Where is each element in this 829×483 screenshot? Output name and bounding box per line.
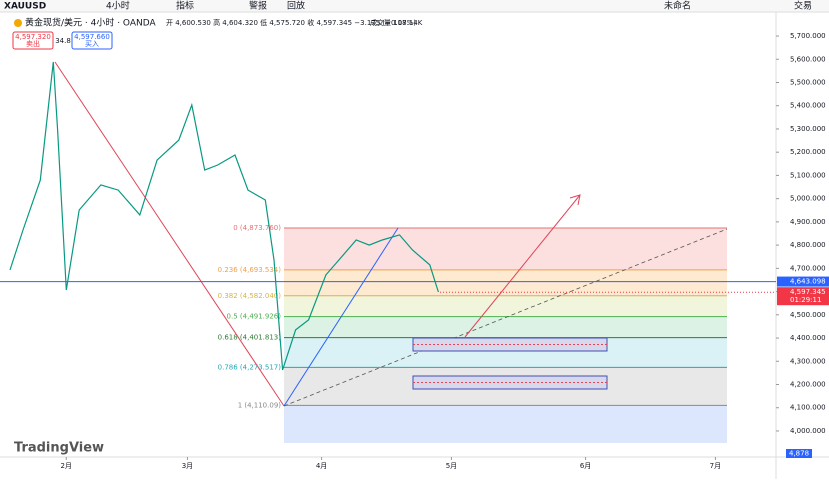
replay[interactable]: 回放	[287, 0, 305, 12]
interval[interactable]: 4小时	[106, 0, 130, 12]
fib-label: 1 (4,110.09)	[238, 401, 282, 409]
y-tick-label: 4,100.000	[790, 404, 826, 412]
symbol[interactable]: XAUUSD	[4, 2, 46, 12]
symbol-icon	[14, 19, 22, 27]
y-tick-label: 4,700.000	[790, 264, 826, 272]
legend-ohlc: 开 4,600.530 高 4,604.320 低 4,575.720 收 4,…	[166, 18, 416, 27]
layout-name[interactable]: 未命名	[664, 0, 691, 12]
y-tick-label: 5,200.000	[790, 148, 826, 156]
sell-label: 卖出	[26, 39, 40, 48]
toolbar	[0, 0, 829, 12]
spread: 34.8	[55, 37, 71, 45]
fib-band	[284, 227, 727, 270]
price-line	[9, 61, 439, 371]
fib-label: 0.618 (4,401.813)	[218, 334, 282, 342]
trade[interactable]: 交易	[794, 0, 812, 12]
y-tick-label: 5,000.000	[790, 195, 826, 203]
fib-band	[284, 316, 727, 338]
x-tick-label: 6月	[580, 462, 591, 470]
buy-price: 4,597.660	[74, 33, 110, 41]
fib-band	[284, 295, 727, 317]
watermark: TradingView	[14, 441, 104, 456]
trend-line	[54, 61, 285, 407]
sell-price: 4,597.320	[15, 33, 51, 41]
volume-badge	[786, 449, 812, 458]
y-tick-label: 5,600.000	[790, 55, 826, 63]
y-tick-label: 5,300.000	[790, 125, 826, 133]
hline-label: 4,643.098	[790, 278, 826, 286]
fib-label: 0 (4,873.760)	[233, 224, 281, 232]
y-tick-label: 4,900.000	[790, 218, 826, 226]
trend-line	[283, 227, 399, 407]
alerts[interactable]: 警报	[249, 0, 267, 12]
buy-label: 买入	[85, 40, 99, 48]
y-tick-label: 4,800.000	[790, 241, 826, 249]
buy-button[interactable]	[71, 31, 113, 50]
plot: 0 (4,873.760) 0.236 (4,693.534) 0.382 (4,5…	[9, 61, 728, 443]
sell-button[interactable]	[12, 31, 54, 50]
legend-volume: 成交量 118.14K	[370, 18, 423, 27]
fib-label: 0.236 (4,693.534)	[218, 266, 282, 274]
fib-band	[284, 269, 727, 296]
last-price-badge	[777, 287, 829, 306]
y-tick-label: 4,000.000	[790, 427, 826, 435]
x-tick-label: 7月	[710, 462, 721, 470]
y-tick-label: 5,100.000	[790, 171, 826, 179]
volume-label: 4,878	[789, 450, 809, 458]
hline-badge	[777, 276, 829, 287]
countdown: 01:29:11	[790, 296, 821, 304]
x-tick-label: 3月	[182, 462, 193, 470]
arrow	[464, 194, 581, 338]
trend-line	[283, 228, 728, 407]
fib-label: 0.382 (4,582.040)	[218, 292, 282, 300]
arrow-head	[569, 194, 581, 206]
y-tick-label: 5,700.000	[790, 32, 826, 40]
x-tick-label: 5月	[446, 462, 457, 470]
y-tick-label: 5,400.000	[790, 102, 826, 110]
x-tick-label: 2月	[61, 462, 72, 470]
y-tick-label: 4,200.000	[790, 381, 826, 389]
fib-label: 0.786 (4,273.517)	[218, 363, 282, 371]
y-tick-label: 4,300.000	[790, 357, 826, 365]
fib-band	[284, 405, 727, 443]
fib-label: 0.5 (4,491.926)	[227, 313, 282, 321]
y-tick-label: 4,400.000	[790, 334, 826, 342]
legend-title: 黄金现货/美元 · 4小时 · OANDA	[25, 17, 157, 29]
x-tick-label: 4月	[316, 462, 327, 470]
y-tick-label: 5,500.000	[790, 78, 826, 86]
last-price-label: 4,597.345	[790, 288, 826, 296]
y-tick-label: 4,500.000	[790, 311, 826, 319]
indicators[interactable]: 指标	[176, 0, 194, 12]
